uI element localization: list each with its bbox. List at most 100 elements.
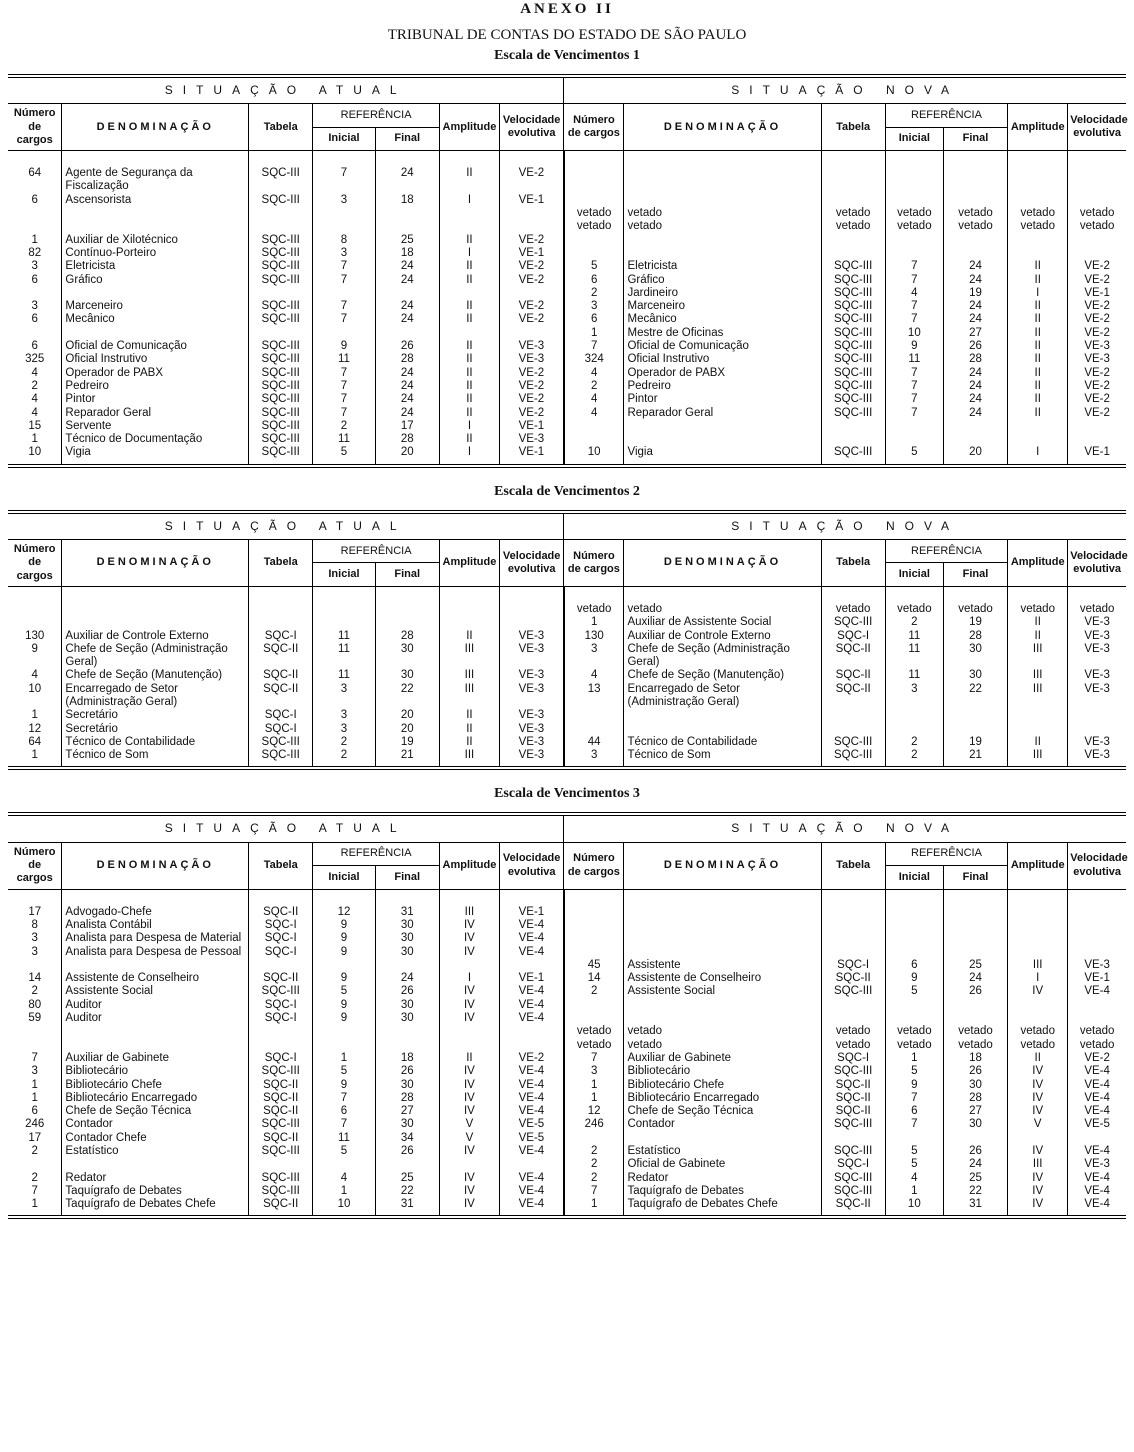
cell: 2 (562, 379, 624, 394)
cell: II (1007, 273, 1068, 287)
spacer-cell (61, 889, 249, 906)
empty-cell (1067, 905, 1126, 919)
empty-cell (942, 709, 1008, 723)
cell: VE-4 (1067, 1091, 1126, 1106)
cell: SQC-III (248, 273, 313, 287)
count-header: Número de cargos (8, 103, 62, 152)
cell: VE-4 (1067, 1078, 1126, 1092)
cell: VE-1 (498, 193, 564, 208)
cell: 1 (31, 1198, 38, 1211)
cell: 10 (28, 446, 42, 459)
cell: II (1007, 616, 1068, 630)
cell: 7 (562, 1051, 624, 1066)
cell: 18 (374, 193, 440, 208)
cell: II (438, 273, 500, 287)
cell: VE-1 (498, 972, 564, 986)
cell: I (438, 419, 500, 434)
cell: Taquígrafo de Debates Chefe (623, 1198, 822, 1218)
spacer-cell (498, 150, 564, 168)
cell: VE-4 (498, 1198, 564, 1218)
cell: VE-4 (1067, 1105, 1126, 1119)
empty-cell (820, 932, 886, 946)
final-header: Final (374, 127, 440, 152)
spacer-cell (498, 586, 564, 603)
empty-cell (623, 167, 822, 194)
spacer-row (8, 889, 1126, 906)
cell: IV (438, 1171, 500, 1185)
spacer-cell (1067, 150, 1126, 168)
empty-cell (374, 207, 440, 221)
cell: IV (438, 1078, 500, 1092)
cell: vetado (1007, 220, 1068, 234)
cell: II (1007, 313, 1068, 327)
empty-cell (498, 207, 564, 221)
cell: SQC-III (820, 326, 886, 341)
empty-cell (498, 602, 564, 617)
cell: VE-2 (1067, 406, 1126, 420)
cell: 21 (942, 749, 1008, 769)
empty-cell (820, 419, 886, 434)
cell: 30 (374, 1012, 440, 1026)
cell: II (438, 406, 500, 420)
cell: 30 (374, 932, 440, 946)
reference-header: REFERÊNCIA (884, 539, 1008, 564)
cell: SQC-I (248, 722, 313, 736)
cell: VE-2 (498, 1051, 564, 1066)
cell: vetado (623, 602, 822, 617)
cell: SQC-I (820, 958, 886, 973)
cell: 26 (942, 340, 1008, 354)
cell: 3 (31, 1065, 38, 1078)
cell: SQC-I (248, 629, 313, 643)
empty-cell (562, 193, 624, 208)
cell: Marceneiro (623, 300, 822, 314)
empty-cell (562, 246, 624, 261)
cell: 2 (31, 985, 38, 998)
cell: SQC-III (820, 273, 886, 287)
speed-header: Velocidade evolutiva (1067, 842, 1128, 890)
cell: 4 (312, 1171, 376, 1185)
empty-cell (438, 1158, 500, 1172)
cell: 24 (374, 406, 440, 420)
cell: SQC-II (248, 905, 313, 919)
cell: Chefe de Seção (Administração Geral) (61, 642, 249, 670)
header-row: Inicial Final Inicial Final (8, 127, 1126, 152)
cell: 246 (562, 1118, 624, 1132)
spacer-cell (312, 150, 376, 168)
reference-header: REFERÊNCIA (312, 842, 440, 867)
cell: vetado (562, 602, 624, 617)
empty-cell (1067, 246, 1126, 261)
table-row: vetado vetado vetado vetado vetado vetado veta… (8, 220, 1126, 234)
spacer-cell (942, 889, 1008, 906)
cell: 59 (28, 1012, 42, 1025)
section-header: SITUAÇÃO ATUAL (8, 511, 564, 541)
empty-cell (248, 1025, 313, 1039)
cell: SQC-I (248, 1051, 313, 1066)
cell: 10 (884, 1198, 944, 1218)
cell: 28 (942, 353, 1008, 367)
cell: Servente (61, 419, 249, 434)
cell: 2 (884, 749, 944, 769)
cell: Pintor (61, 393, 249, 407)
cell: Bibliotecário Encarregado (61, 1091, 249, 1106)
cell: 5 (884, 1158, 944, 1172)
cell: VE-2 (1067, 273, 1126, 287)
cell: vetado (884, 1038, 944, 1052)
cell: IV (438, 998, 500, 1013)
cell: 27 (374, 1105, 440, 1119)
cell: Auxiliar de Assistente Social (623, 616, 822, 630)
cell: 1 (31, 233, 38, 246)
cell: Encarregado de Setor (Administração Gera… (623, 682, 822, 710)
cell: VE-1 (1067, 286, 1126, 301)
cell: SQC-III (248, 1171, 313, 1185)
cell: 9 (312, 918, 376, 933)
cell: 6 (884, 958, 944, 973)
cell: 1 (562, 1198, 624, 1218)
empty-cell (884, 433, 944, 447)
cell: 11 (312, 433, 376, 447)
cell: 4 (31, 669, 38, 682)
cell: 3 (31, 300, 38, 313)
empty-cell (61, 326, 249, 341)
cell: 24 (942, 393, 1008, 407)
amplitude-header: Amplitude (1007, 103, 1068, 152)
cell: VE-3 (1067, 682, 1126, 710)
